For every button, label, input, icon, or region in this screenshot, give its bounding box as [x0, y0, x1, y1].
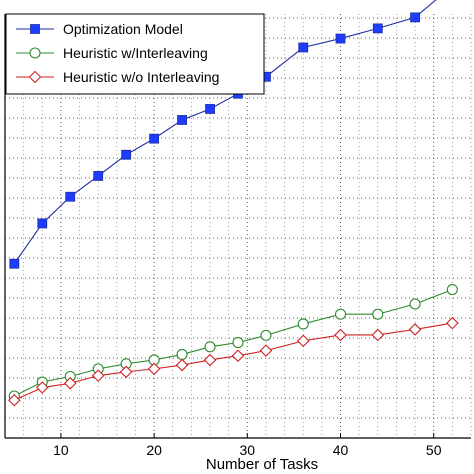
data-point: [232, 337, 244, 349]
legend-box: [5, 13, 265, 95]
data-point: [231, 349, 245, 363]
data-point: [334, 328, 347, 342]
data-point: [372, 23, 383, 34]
x-tick-label: 20: [146, 442, 162, 458]
data-point: [176, 348, 188, 361]
data-point: [259, 344, 273, 357]
data-point: [37, 218, 48, 229]
axes: [4, 14, 471, 439]
data-point: [149, 133, 160, 144]
series-0: [9, 0, 437, 269]
data-point: [409, 298, 421, 310]
legend-label: Optimization Model: [63, 21, 183, 37]
data-point: [298, 42, 309, 53]
x-tick-label: 50: [426, 442, 442, 458]
data-point: [203, 353, 217, 367]
series-2: [8, 316, 459, 407]
series-group: [8, 0, 459, 407]
data-point: [93, 171, 104, 181]
data-point: [175, 358, 189, 372]
legend-label: Heuristic w/Interleaving: [63, 45, 208, 61]
legend: Optimization Model Heuristic w/Interleavi…: [5, 13, 265, 95]
data-point: [177, 115, 187, 125]
data-point: [147, 362, 161, 376]
data-point: [335, 33, 346, 44]
data-point: [205, 104, 215, 114]
data-point: [334, 308, 347, 320]
data-point: [65, 191, 76, 202]
legend-marker: [29, 47, 41, 59]
data-point: [371, 328, 385, 342]
legend-marker: [30, 24, 40, 34]
data-point: [446, 284, 458, 296]
data-point: [408, 323, 422, 336]
data-point: [63, 377, 77, 390]
data-point: [8, 393, 21, 407]
x-tick-label: 30: [240, 442, 256, 458]
series-1: [8, 284, 458, 402]
legend-label: Heuristic w/o Interleaving: [63, 69, 219, 85]
x-tick-label: 40: [333, 442, 349, 458]
series-line: [14, 322, 453, 401]
legend-marker: [28, 70, 42, 84]
data-point: [121, 149, 132, 160]
x-tick-label: 10: [53, 442, 69, 458]
data-point: [297, 318, 309, 330]
x-tick-labels: 10 20 30 40 50: [53, 442, 442, 458]
data-point: [204, 341, 216, 353]
data-point: [91, 369, 105, 382]
data-point: [260, 329, 272, 341]
x-axis-label: Number of Tasks: [206, 456, 318, 473]
data-point: [372, 308, 384, 320]
data-point: [296, 334, 310, 348]
data-point: [9, 258, 20, 269]
data-point: [119, 365, 133, 379]
data-point: [36, 381, 49, 394]
data-point: [410, 12, 420, 23]
data-point: [446, 316, 459, 330]
